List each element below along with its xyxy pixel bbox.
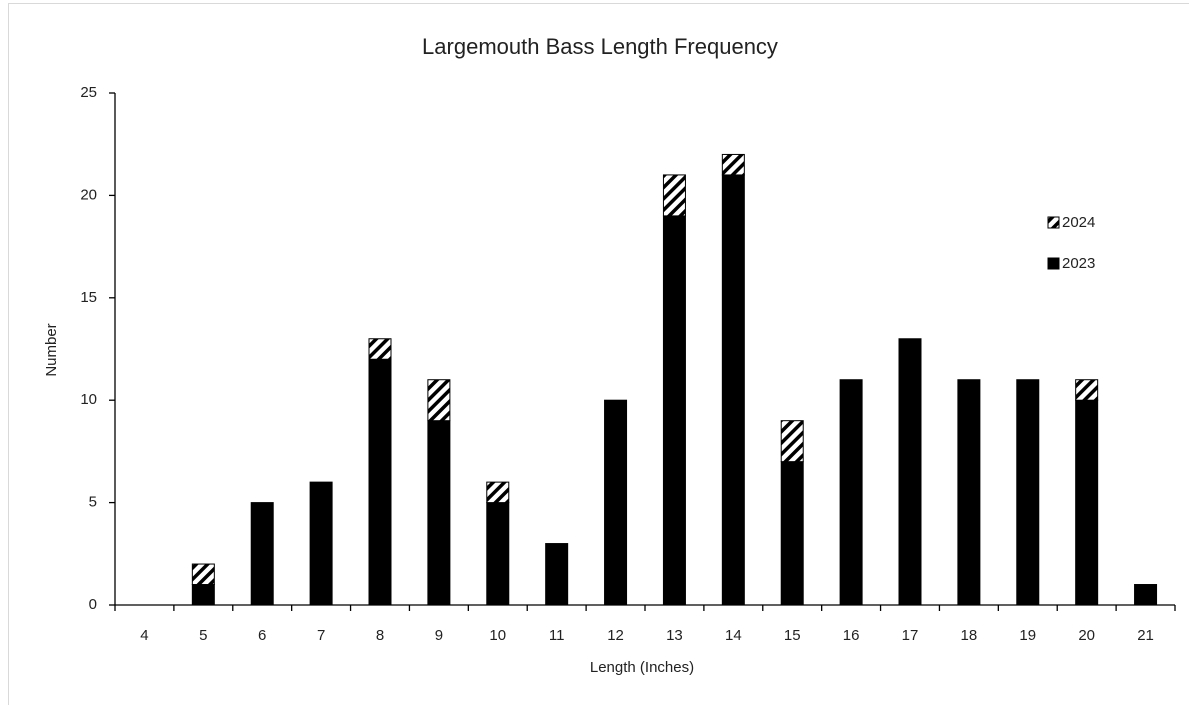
x-tick-label: 11 xyxy=(549,627,565,644)
x-tick-label: 21 xyxy=(1137,627,1154,644)
bar-segment xyxy=(427,420,451,606)
x-tick-label: 6 xyxy=(258,627,266,644)
y-tick-label: 25 xyxy=(80,84,97,101)
y-tick-label: 20 xyxy=(80,186,97,203)
legend-swatch xyxy=(1047,257,1060,270)
bar-segment xyxy=(250,502,274,606)
x-tick-label: 13 xyxy=(666,627,683,644)
bar-segment xyxy=(1134,584,1158,606)
bar-segment xyxy=(309,481,333,606)
x-tick-label: 7 xyxy=(317,627,325,644)
bar-segment xyxy=(780,461,804,606)
x-tick-label: 10 xyxy=(489,627,506,644)
bar-segment xyxy=(191,563,215,586)
legend-swatch xyxy=(1047,216,1060,229)
bar-segment xyxy=(545,543,569,606)
bar-segment xyxy=(368,358,392,606)
bar-segment xyxy=(780,420,804,463)
bar-segment xyxy=(486,481,510,504)
bar-segment xyxy=(427,379,451,422)
chart-frame xyxy=(8,3,1189,705)
x-tick-label: 19 xyxy=(1019,627,1036,644)
bar-segment xyxy=(721,153,745,176)
y-tick-label: 5 xyxy=(89,494,97,511)
y-tick-label: 10 xyxy=(80,391,97,408)
bar-segment xyxy=(898,338,922,606)
legend-label: 2023 xyxy=(1062,255,1095,272)
bar-segment xyxy=(662,174,686,217)
x-tick-label: 16 xyxy=(843,627,860,644)
x-tick-label: 8 xyxy=(376,627,384,644)
legend-label: 2024 xyxy=(1062,214,1095,231)
x-tick-label: 17 xyxy=(902,627,919,644)
bar-segment xyxy=(957,379,981,606)
x-axis-title: Length (Inches) xyxy=(590,659,694,676)
x-tick-label: 14 xyxy=(725,627,742,644)
y-tick-label: 15 xyxy=(80,289,97,306)
x-tick-label: 18 xyxy=(961,627,978,644)
x-tick-label: 12 xyxy=(607,627,624,644)
chart-title: Largemouth Bass Length Frequency xyxy=(422,34,778,59)
bar-segment xyxy=(368,338,392,360)
y-axis-title: Number xyxy=(43,323,60,376)
bar-segment xyxy=(721,174,745,606)
y-tick-label: 0 xyxy=(89,596,97,613)
x-tick-label: 9 xyxy=(435,627,443,644)
bar-segment xyxy=(604,399,628,606)
bar-segment xyxy=(1075,399,1099,606)
x-tick-label: 20 xyxy=(1078,627,1095,644)
bar-segment xyxy=(662,215,686,606)
x-tick-label: 15 xyxy=(784,627,801,644)
bar-segment xyxy=(191,584,215,606)
x-tick-label: 4 xyxy=(140,627,148,644)
bar-segment xyxy=(1016,379,1040,606)
x-tick-label: 5 xyxy=(199,627,207,644)
bar-segment xyxy=(486,502,510,606)
bar-segment xyxy=(1075,379,1099,401)
bar-segment xyxy=(839,379,863,606)
